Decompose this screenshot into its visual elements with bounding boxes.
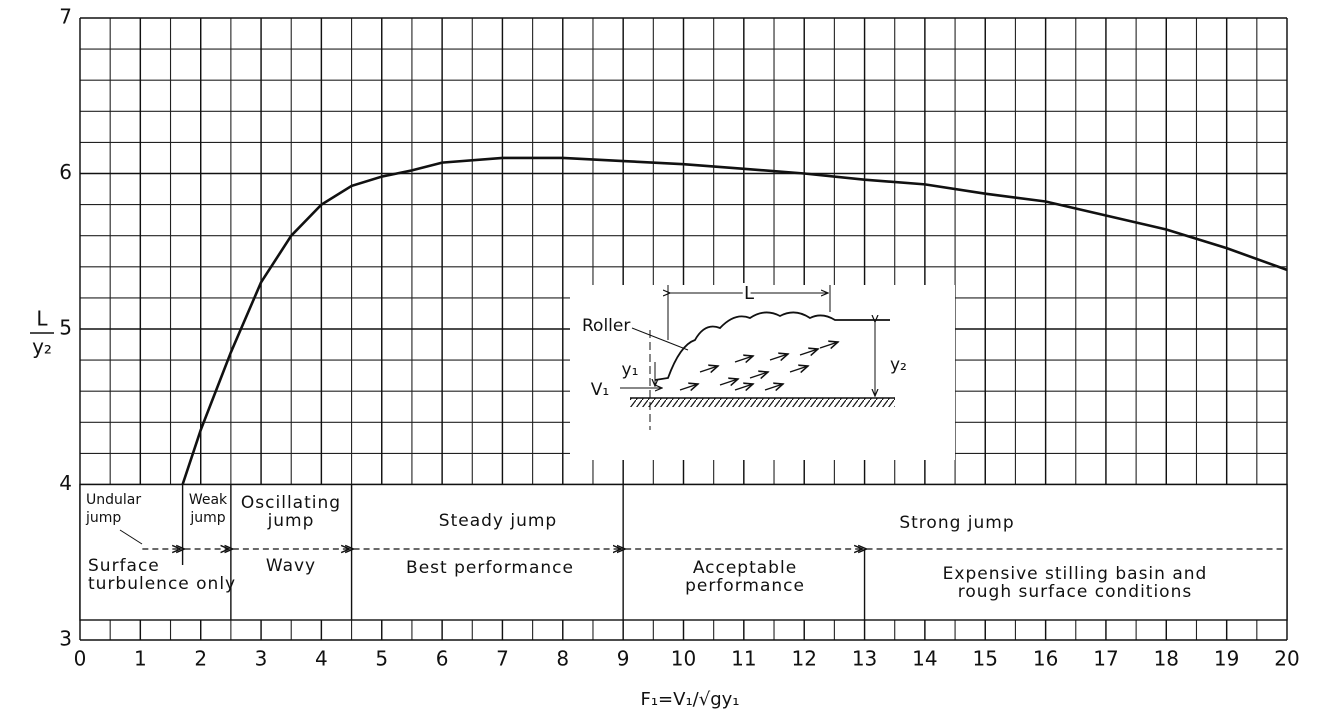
flow-arrow	[799, 349, 818, 355]
inset-label: L	[744, 283, 754, 304]
y-tick-label: 6	[59, 160, 72, 184]
x-tick-label: 20	[1274, 647, 1299, 671]
inset-label: Roller	[582, 316, 630, 336]
y-label-num: L	[36, 307, 48, 331]
overlays	[79, 285, 1288, 621]
inset-label: y₂	[890, 355, 907, 375]
x-tick-label: 1	[134, 647, 147, 671]
x-tick-label: 4	[315, 647, 328, 671]
x-tick-label: 14	[912, 647, 937, 671]
y-tick-label: 7	[59, 5, 72, 29]
flow-arrow	[819, 342, 838, 348]
ground	[630, 398, 895, 407]
annotation: performance	[685, 576, 805, 596]
annotation: Undular	[86, 492, 141, 508]
annotation: jump	[189, 510, 225, 526]
x-tick-label: 0	[74, 647, 87, 671]
x-tick-label: 13	[852, 647, 877, 671]
x-tick-label: 9	[617, 647, 630, 671]
annotation: jump	[267, 511, 315, 531]
flow-arrow	[764, 384, 783, 390]
inset-label: y₁	[622, 360, 639, 380]
y-tick-label: 3	[59, 627, 72, 651]
x-tick-label: 19	[1214, 647, 1239, 671]
flow-arrow	[719, 379, 738, 385]
flow-arrow	[734, 384, 753, 390]
content: 0 1 2 3 4 5 6 7 8 9 10 11 12 13 14 15 16 17 18 19 2034567F₁=…	[30, 5, 1300, 710]
flow-arrow	[769, 354, 788, 360]
annotation: Steady jump	[439, 511, 557, 531]
annotation: Wavy	[266, 556, 316, 576]
annotation: rough surface conditions	[958, 582, 1192, 602]
x-tick-label: 8	[556, 647, 569, 671]
annotation: Weak	[189, 492, 228, 508]
jump-surface	[654, 311, 890, 381]
y-label-den: y₂	[32, 335, 52, 359]
flow-arrow	[734, 356, 753, 362]
roller-leader	[631, 327, 689, 351]
x-tick-label: 6	[436, 647, 449, 671]
x-axis-label: F₁=V₁/√gy₁	[640, 689, 739, 710]
curve	[181, 156, 1288, 485]
flow-arrow	[749, 372, 768, 378]
x-tick-label: 18	[1154, 647, 1179, 671]
inset-label: V₁	[591, 380, 609, 400]
x-tick-label: 7	[496, 647, 509, 671]
annotation: Acceptable	[693, 558, 797, 578]
annotation: Strong jump	[899, 513, 1014, 533]
y-tick-label: 5	[59, 316, 72, 340]
annotation: Expensive stilling basin and	[943, 564, 1208, 584]
x-tick-label: 5	[375, 647, 388, 671]
flow-arrow	[789, 366, 808, 372]
x-tick-label: 10	[671, 647, 696, 671]
x-tick-label: 3	[255, 647, 268, 671]
x-tick-label: 15	[973, 647, 998, 671]
annotation: jump	[85, 510, 121, 526]
x-tick-label: 11	[731, 647, 756, 671]
annotation: turbulence only	[88, 574, 236, 594]
annotation: Surface	[88, 556, 160, 576]
x-tick-label: 12	[791, 647, 816, 671]
x-tick-label: 16	[1033, 647, 1058, 671]
annotation: Best performance	[406, 558, 574, 578]
leader	[119, 529, 143, 545]
annotation: Oscillating	[241, 493, 341, 513]
flow-arrow	[679, 384, 698, 390]
x-tick-label: 17	[1093, 647, 1118, 671]
y-tick-label: 4	[59, 471, 72, 495]
flow-arrow	[699, 366, 718, 372]
x-tick-label: 2	[194, 647, 207, 671]
